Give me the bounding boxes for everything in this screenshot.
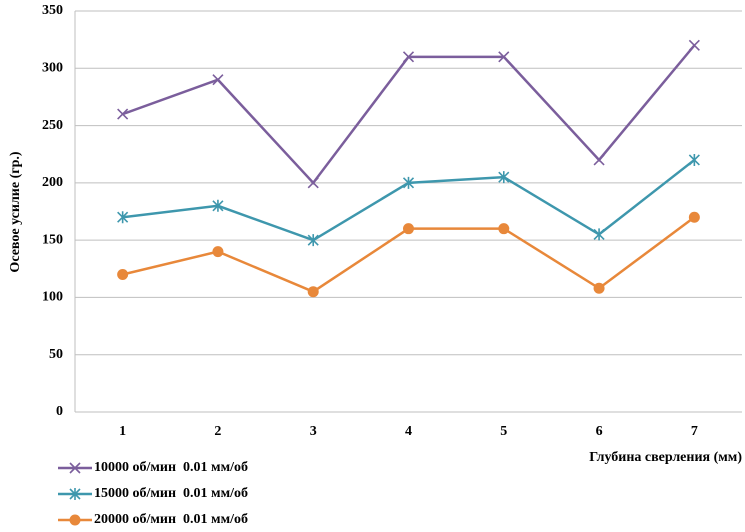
- y-tick-label: 300: [42, 61, 63, 76]
- marker: [69, 514, 81, 526]
- y-tick-label: 0: [56, 404, 63, 419]
- y-tick-label: 250: [42, 118, 63, 133]
- marker: [212, 74, 224, 86]
- marker: [117, 211, 129, 224]
- marker: [688, 39, 700, 51]
- x-tick-label: 2: [214, 424, 221, 439]
- marker: [688, 211, 700, 223]
- line: [122, 44, 696, 185]
- marker: [117, 269, 129, 281]
- marker: [498, 171, 510, 184]
- marker: [498, 51, 510, 63]
- y-tick-label: 200: [42, 175, 63, 190]
- x-tick-label: 4: [405, 424, 412, 439]
- marker: [212, 199, 224, 212]
- y-tick-label: 50: [49, 347, 63, 362]
- marker: [403, 223, 414, 235]
- x-tick-label: 5: [500, 424, 507, 439]
- x-axis-label: Глубина сверления (мм): [589, 450, 742, 465]
- marker: [593, 228, 605, 241]
- marker: [498, 223, 510, 235]
- marker: [307, 234, 319, 247]
- marker: [69, 488, 81, 500]
- y-tick-label: 350: [42, 3, 63, 18]
- marker: [307, 286, 319, 298]
- marker: [402, 176, 415, 189]
- marker: [593, 282, 605, 294]
- marker: [688, 153, 700, 166]
- marker: [212, 246, 224, 258]
- x-tick-label: 1: [119, 424, 126, 439]
- y-tick-label: 100: [42, 290, 63, 305]
- marker: [402, 51, 415, 63]
- marker: [307, 177, 319, 189]
- legend-label: 10000 об/мин 0.01 мм/об: [94, 460, 248, 475]
- x-tick-label: 7: [691, 424, 698, 439]
- marker: [69, 462, 81, 474]
- x-tick-label: 6: [596, 424, 603, 439]
- y-tick-label: 150: [42, 232, 63, 247]
- legend-label: 15000 об/мин 0.01 мм/об: [94, 486, 248, 501]
- x-tick-label: 3: [310, 424, 317, 439]
- marker: [593, 154, 605, 166]
- legend-label: 20000 об/мин 0.01 мм/об: [94, 512, 248, 527]
- y-axis-label: Осевое усилие (гр.): [8, 151, 23, 272]
- marker: [117, 108, 129, 120]
